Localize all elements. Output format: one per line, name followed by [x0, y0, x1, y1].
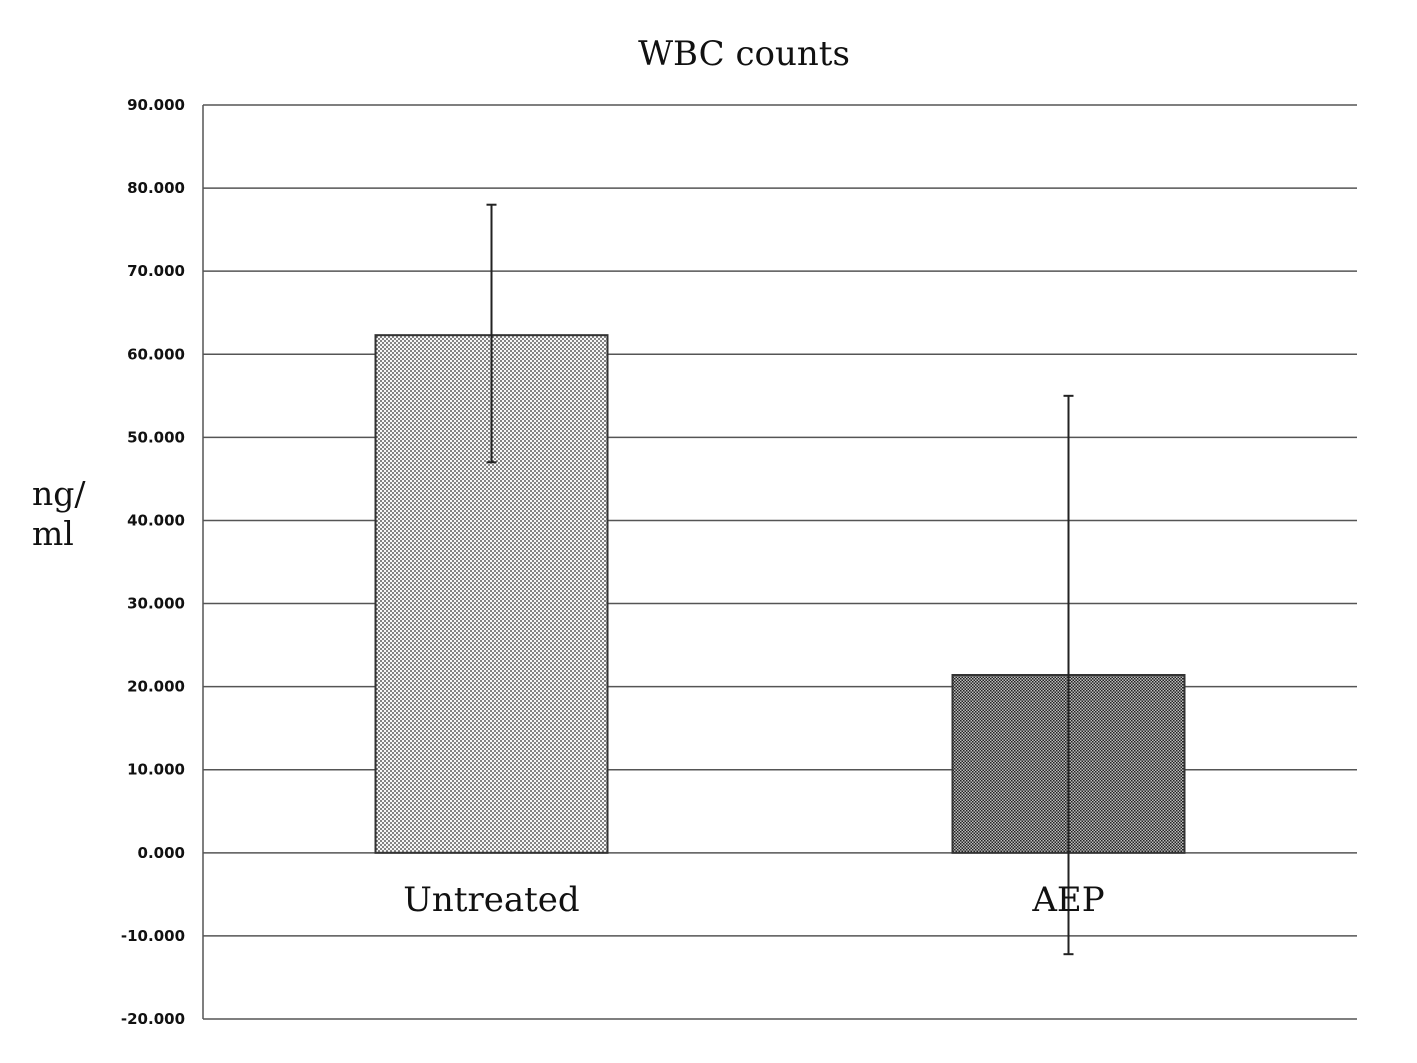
error-bar-untreated — [486, 203, 497, 464]
y-tick-label: 0.000 — [138, 844, 185, 862]
y-axis: -20.000 -10.000 0.000 10.000 20.000 30.000 40.… — [121, 96, 204, 1028]
y-tick-label: 70.000 — [127, 262, 185, 280]
y-tick-label: 80.000 — [127, 179, 185, 197]
y-axis-label-line-2: ml — [32, 514, 74, 553]
category-label-aep: AEP — [1031, 880, 1104, 920]
y-tick-label: -20.000 — [121, 1010, 185, 1028]
y-tick-label: 40.000 — [127, 511, 185, 529]
bars — [374, 334, 1186, 854]
y-tick-label: 10.000 — [127, 761, 185, 779]
y-tick-label: 30.000 — [127, 595, 185, 613]
category-label-untreated: Untreated — [403, 880, 579, 920]
error-bars — [486, 203, 1074, 956]
error-bar-aep — [1063, 394, 1074, 956]
y-tick-label: 90.000 — [127, 96, 185, 114]
y-tick-label: 20.000 — [127, 678, 185, 696]
chart-title: WBC counts — [638, 34, 850, 74]
y-tick-label: 50.000 — [127, 428, 185, 446]
y-tick-label: -10.000 — [121, 927, 185, 945]
y-tick-label: 60.000 — [127, 345, 185, 363]
y-axis-label: ng/ ml — [32, 474, 112, 554]
y-axis-label-line-1: ng/ — [32, 474, 86, 513]
category-labels: Untreated AEP — [403, 880, 1104, 920]
